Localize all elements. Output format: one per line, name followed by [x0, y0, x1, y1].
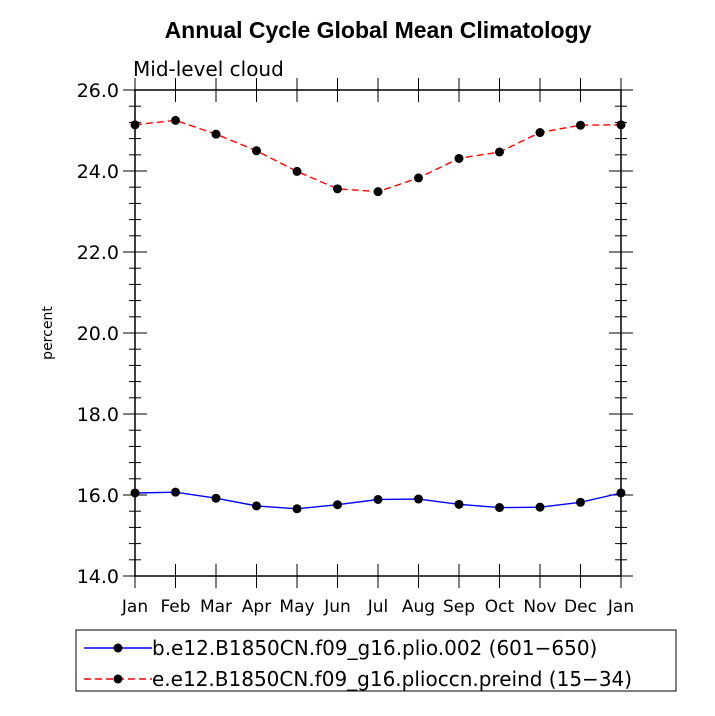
series-2-point — [414, 173, 423, 183]
x-tick-label: May — [279, 597, 314, 617]
series-1-point — [414, 494, 423, 504]
x-tick-label: Jun — [323, 597, 351, 617]
x-tick-label: Mar — [200, 597, 232, 617]
series-1-point — [130, 488, 140, 498]
legend-box — [75, 629, 677, 692]
legend-marker-series-2 — [113, 674, 123, 684]
x-tick-label: Oct — [485, 597, 515, 617]
x-tick-label: Dec — [564, 597, 597, 617]
series-2-point — [130, 120, 140, 130]
series-2-point — [495, 147, 504, 157]
y-tick-label: 20.0 — [77, 323, 119, 345]
x-tick-label: Jan — [607, 597, 634, 617]
y-tick-label: 18.0 — [77, 404, 119, 426]
series-line-2 — [134, 119, 622, 193]
series-1-point — [616, 488, 626, 498]
series-2-point — [333, 184, 342, 194]
series-2-point — [211, 129, 221, 139]
series-1-point — [576, 497, 585, 507]
y-tick-labels: 14.0 16.0 18.0 20.0 22.0 24.0 26.0 — [77, 80, 119, 588]
series-group — [130, 115, 626, 514]
series-1-point — [211, 493, 221, 503]
chart-title: Annual Cycle Global Mean Climatology — [165, 17, 592, 43]
series-2-point — [171, 115, 180, 125]
series-1-point — [252, 501, 261, 511]
series-2-point — [292, 166, 302, 176]
series-2-point — [535, 128, 545, 138]
x-tick-label: Jan — [121, 597, 148, 617]
series-1-point — [333, 500, 342, 510]
series-1-point — [292, 504, 302, 514]
series-2-point — [616, 120, 626, 130]
x-tick-label: Jul — [367, 597, 389, 617]
x-tick-label: Sep — [443, 597, 475, 617]
y-tick-label: 26.0 — [77, 80, 119, 102]
x-tick-label: Nov — [523, 597, 556, 617]
x-tick-label: Aug — [402, 597, 435, 617]
legend-label-series-2: e.e12.B1850CN.f09_g16.plioccn.preind (15… — [152, 667, 632, 691]
legend: b.e12.B1850CN.f09_g16.plio.002 (601−650)… — [75, 629, 677, 692]
series-2-point — [576, 120, 585, 130]
y-axis-label: percent — [40, 306, 56, 360]
series-2-point — [454, 153, 464, 163]
axis-ticks — [123, 78, 633, 588]
x-tick-label: Apr — [242, 597, 271, 617]
x-tick-labels: Jan Feb Mar Apr May Jun Jul Aug Sep Oct Nov Dec Jan — [121, 597, 634, 617]
x-tick-label: Feb — [160, 597, 190, 617]
legend-marker-series-1 — [113, 643, 123, 653]
y-tick-label: 14.0 — [77, 566, 119, 588]
series-1-point — [171, 487, 180, 497]
series-1-point — [495, 503, 504, 513]
y-tick-label: 16.0 — [77, 485, 119, 507]
series-1-point — [535, 502, 545, 512]
y-tick-label: 24.0 — [77, 161, 119, 183]
legend-label-series-1: b.e12.B1850CN.f09_g16.plio.002 (601−650) — [152, 636, 597, 660]
series-2-point — [252, 146, 261, 156]
series-1-point — [454, 499, 464, 509]
y-tick-label: 22.0 — [77, 242, 119, 264]
series-1-point — [373, 494, 383, 504]
chart-subtitle: Mid-level cloud — [133, 57, 284, 81]
series-2-point — [373, 187, 383, 197]
